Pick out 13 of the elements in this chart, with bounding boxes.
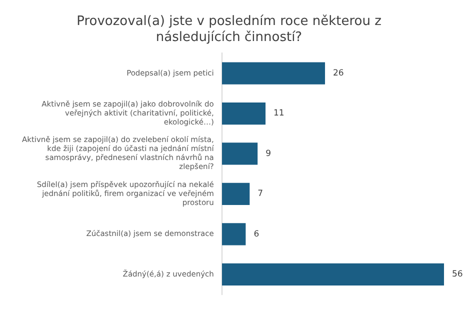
data-label: 26 (333, 68, 344, 79)
data-label: 9 (266, 148, 272, 159)
bar (222, 62, 326, 84)
data-label: 56 (452, 270, 463, 280)
bar (222, 182, 250, 206)
bar (222, 142, 258, 165)
chart-title: Provozoval(a) jste v posledním roce některou z následujících činností? (76, 14, 382, 45)
bar (222, 223, 246, 246)
data-label: 11 (274, 108, 284, 119)
bar (222, 263, 444, 286)
data-label: 6 (254, 229, 260, 240)
bar (222, 102, 266, 125)
data-label: 7 (258, 189, 264, 200)
